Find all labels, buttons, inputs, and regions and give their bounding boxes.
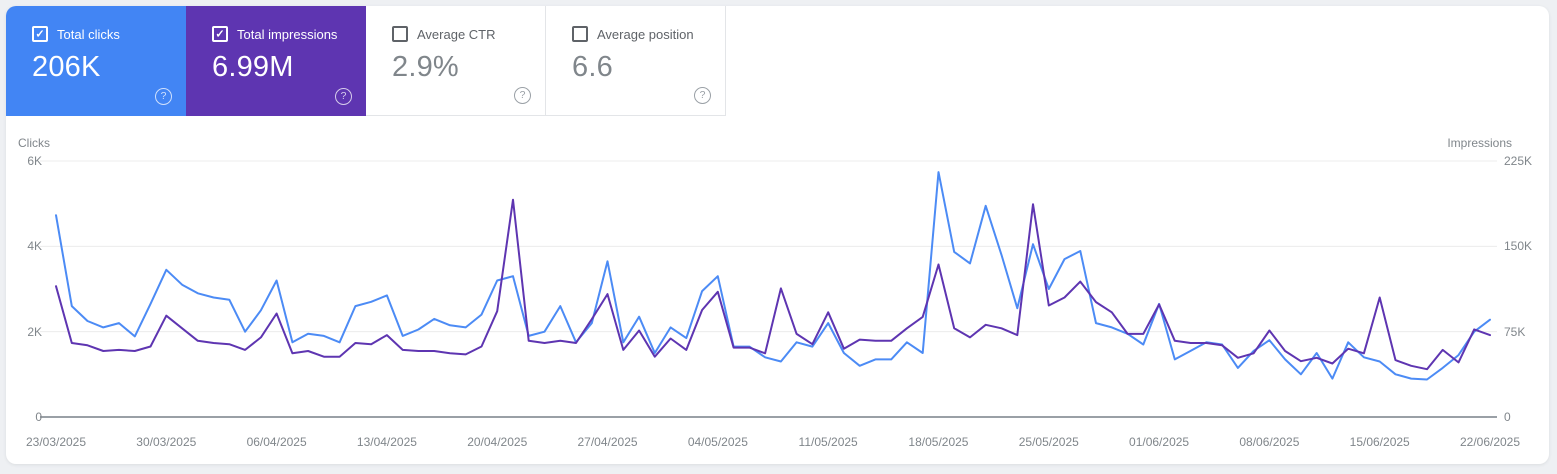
card-header: ✓ Total clicks — [32, 26, 186, 42]
right-tick-label: 0 — [1504, 410, 1511, 424]
date-label: 27/04/2025 — [577, 435, 638, 449]
series-line-total-impressions[interactable] — [55, 198, 1491, 371]
date-label: 08/06/2025 — [1239, 435, 1300, 449]
metric-card-average-position[interactable]: ✓ Average position 6.6 ? — [546, 6, 726, 116]
chart-canvas[interactable] — [6, 116, 1549, 464]
date-label: 23/03/2025 — [25, 435, 87, 449]
date-label: 13/04/2025 — [356, 435, 417, 449]
card-label: Total impressions — [237, 26, 338, 42]
check-icon: ✓ — [35, 28, 45, 40]
performance-line-chart[interactable]: Clicks Impressions 6K 4K 2K 0 225K 150K 75K 0 … — [6, 116, 1549, 464]
card-value: 6.99M — [212, 51, 294, 83]
left-tick-label: 4K — [27, 239, 42, 254]
date-label: 25/05/2025 — [1018, 435, 1079, 449]
date-label: 01/06/2025 — [1129, 435, 1190, 449]
card-label: Total clicks — [57, 26, 120, 42]
check-icon: ✓ — [215, 28, 225, 40]
metric-card-average-ctr[interactable]: ✓ Average CTR 2.9% ? — [366, 6, 546, 116]
date-label: 11/05/2025 — [798, 435, 858, 449]
date-label: 30/03/2025 — [136, 435, 197, 449]
left-tick-label: 0 — [35, 410, 42, 424]
right-tick-label: 225K — [1504, 154, 1533, 168]
left-tick-label: 2K — [27, 324, 42, 339]
checkbox-total-impressions[interactable]: ✓ — [212, 26, 228, 42]
card-value: 2.9% — [392, 51, 459, 83]
date-label: 22/06/2025 — [1459, 435, 1521, 449]
card-header: ✓ Total impressions — [212, 26, 366, 42]
help-icon[interactable]: ? — [335, 88, 352, 105]
right-tick-label: 150K — [1504, 239, 1533, 254]
card-label: Average CTR — [417, 26, 496, 42]
right-tick-label: 75K — [1504, 324, 1526, 339]
metric-card-total-clicks[interactable]: ✓ Total clicks 206K ? — [6, 6, 186, 116]
performance-report-panel: ✓ Total clicks 206K ? ✓ Total impression… — [6, 6, 1549, 464]
metric-cards-row: ✓ Total clicks 206K ? ✓ Total impression… — [6, 6, 726, 116]
left-tick-label: 6K — [27, 154, 42, 168]
help-icon[interactable]: ? — [514, 87, 531, 104]
metric-card-total-impressions[interactable]: ✓ Total impressions 6.99M ? — [186, 6, 366, 116]
card-value: 6.6 — [572, 51, 613, 83]
left-axis-title: Clicks — [18, 136, 50, 150]
date-label: 18/05/2025 — [908, 435, 969, 449]
date-label: 20/04/2025 — [467, 435, 528, 449]
checkbox-total-clicks[interactable]: ✓ — [32, 26, 48, 42]
checkbox-average-position[interactable]: ✓ — [572, 26, 588, 42]
help-icon[interactable]: ? — [694, 87, 711, 104]
date-label: 06/04/2025 — [246, 435, 307, 449]
card-value: 206K — [32, 51, 101, 83]
series-line-total-clicks[interactable] — [55, 171, 1491, 381]
card-label: Average position — [597, 26, 694, 42]
date-label: 15/06/2025 — [1349, 435, 1410, 449]
right-axis-title: Impressions — [1447, 136, 1512, 150]
help-icon[interactable]: ? — [155, 88, 172, 105]
checkbox-average-ctr[interactable]: ✓ — [392, 26, 408, 42]
card-header: ✓ Average position — [572, 26, 725, 42]
date-label: 04/05/2025 — [687, 435, 748, 449]
card-header: ✓ Average CTR — [392, 26, 545, 42]
